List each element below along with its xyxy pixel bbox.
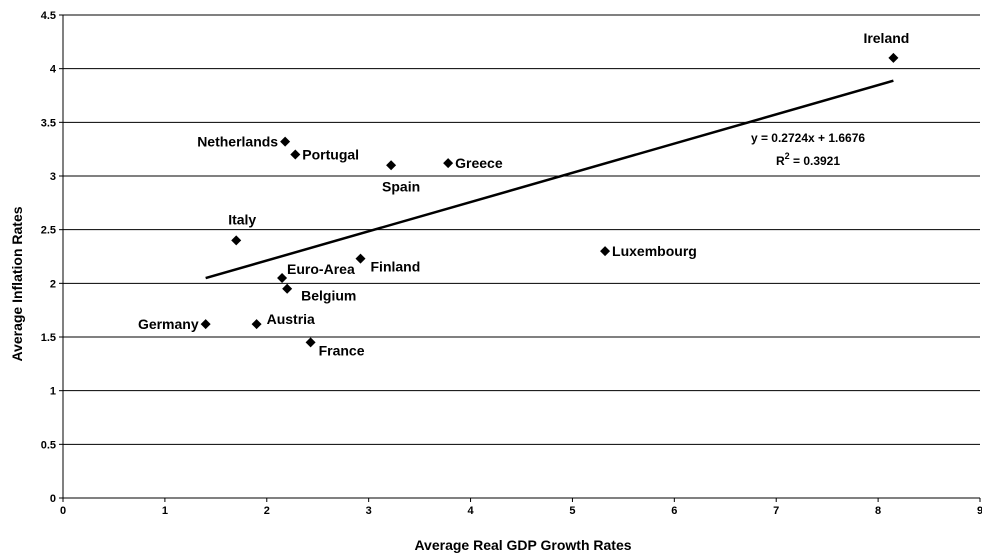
x-axis-title: Average Real GDP Growth Rates	[414, 537, 631, 553]
point-label-spain: Spain	[382, 178, 420, 194]
x-tick-label-4: 4	[467, 505, 474, 517]
y-tick-label-1: 0.5	[41, 439, 56, 451]
y-tick-label-0: 0	[50, 493, 56, 505]
trendline-group	[205, 79, 894, 280]
y-axis-title: Average Inflation Rates	[9, 206, 25, 361]
point-label-finland: Finland	[371, 259, 421, 275]
point-netherlands	[280, 136, 291, 147]
x-tick-labels: 0 1 2 3 4 5 6 7 8 9	[60, 498, 982, 517]
point-label-luxembourg: Luxembourg	[612, 243, 697, 259]
point-austria	[251, 319, 262, 330]
point-luxembourg	[600, 246, 611, 257]
x-tick-label-6: 6	[671, 505, 677, 517]
point-label-netherlands: Netherlands	[197, 134, 278, 150]
point-italy	[231, 235, 242, 246]
y-tick-label-5: 2.5	[41, 225, 56, 237]
point-labels: Ireland Netherlands Portugal Spain Greece Ita…	[138, 30, 909, 358]
point-portugal	[290, 149, 301, 160]
y-tick-label-2: 1	[50, 386, 56, 398]
x-tick-label-7: 7	[773, 505, 779, 517]
y-tick-label-9: 4.5	[41, 10, 56, 22]
x-tick-label-5: 5	[569, 505, 575, 517]
point-euro-area	[277, 272, 288, 283]
trendline	[205, 79, 894, 280]
r-squared-text: R2 = 0.3921	[776, 151, 840, 168]
point-label-ireland: Ireland	[863, 30, 909, 46]
point-label-greece: Greece	[455, 155, 503, 171]
data-points	[200, 52, 899, 348]
x-tick-label-9: 9	[977, 505, 982, 517]
y-tick-label-4: 2	[50, 278, 56, 290]
x-tick-label-0: 0	[60, 505, 66, 517]
x-tick-label-3: 3	[366, 505, 372, 517]
point-greece	[443, 158, 454, 169]
point-label-italy: Italy	[228, 211, 256, 227]
r-squared-superscript: 2	[785, 151, 790, 161]
gridlines	[63, 14, 980, 445]
axes	[62, 15, 980, 499]
y-tick-label-7: 3.5	[41, 117, 56, 129]
y-tick-label-3: 1.5	[41, 332, 56, 344]
point-france	[305, 337, 316, 348]
r-squared-value: = 0.3921	[790, 154, 841, 168]
point-belgium	[282, 283, 293, 294]
point-label-portugal: Portugal	[302, 147, 359, 163]
point-ireland	[888, 52, 899, 63]
x-tick-label-2: 2	[264, 505, 270, 517]
point-label-france: France	[319, 342, 365, 358]
trendline-equation: y = 0.2724x + 1.6676 R2 = 0.3921	[751, 131, 865, 168]
point-spain	[386, 160, 397, 171]
point-label-germany: Germany	[138, 316, 199, 332]
y-tick-label-8: 4	[50, 64, 57, 76]
point-label-belgium: Belgium	[301, 288, 356, 304]
point-label-euro-area: Euro-Area	[287, 261, 355, 277]
point-finland	[355, 253, 366, 264]
trendline-equation-text: y = 0.2724x + 1.6676	[751, 131, 865, 145]
y-tick-label-6: 3	[50, 171, 56, 183]
x-tick-label-1: 1	[162, 505, 168, 517]
x-tick-label-8: 8	[875, 505, 881, 517]
point-germany	[200, 319, 211, 330]
y-tick-labels: 0 0.5 1 1.5 2 2.5 3 3.5 4 4.5	[41, 10, 63, 505]
point-label-austria: Austria	[267, 311, 315, 327]
r-squared-prefix: R	[776, 154, 785, 168]
